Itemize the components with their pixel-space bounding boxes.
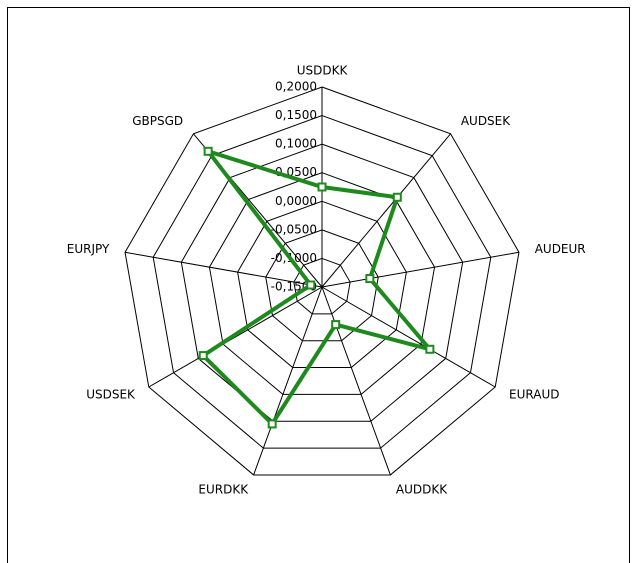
marker xyxy=(392,192,402,202)
category-label: AUDSEK xyxy=(461,114,511,128)
category-label: AUDDKK xyxy=(396,482,448,496)
spoke xyxy=(253,286,323,476)
category-label: EURAUD xyxy=(509,388,559,402)
spoke xyxy=(148,286,323,388)
grid-ring xyxy=(152,115,492,449)
y-tick-label: 0,2000 xyxy=(275,80,317,94)
grid-ring xyxy=(265,229,379,342)
category-label: GBPSGD xyxy=(132,114,183,128)
marker xyxy=(198,351,208,361)
spoke xyxy=(321,251,520,288)
spoke xyxy=(124,251,323,288)
marker xyxy=(365,274,375,284)
grid-ring xyxy=(208,172,436,395)
chart-frame xyxy=(7,7,630,563)
category-label: AUDEUR xyxy=(535,242,586,256)
category-label: USDSEK xyxy=(86,388,136,402)
marker xyxy=(317,182,327,192)
grid-ring xyxy=(293,257,351,315)
grid-ring xyxy=(180,143,464,422)
marker xyxy=(203,146,213,156)
category-label: EURJPY xyxy=(67,242,110,256)
series-line xyxy=(200,147,436,428)
grid-ring xyxy=(237,200,407,369)
marker xyxy=(331,320,341,330)
y-tick-label: 0,1000 xyxy=(275,137,317,151)
spoke xyxy=(321,286,496,388)
marker xyxy=(425,344,435,354)
category-label: USDDKK xyxy=(297,64,349,78)
spoke xyxy=(321,286,391,476)
category-label: EURDKK xyxy=(198,482,249,496)
y-tick-label: 0,0000 xyxy=(275,194,317,208)
y-tick-label: -0,0500 xyxy=(271,222,317,236)
y-tick-label: -0,1000 xyxy=(271,251,317,265)
grid-ring xyxy=(124,86,520,476)
spoke xyxy=(321,133,451,288)
marker xyxy=(306,280,316,290)
y-tick-label: 0,1500 xyxy=(275,108,317,122)
marker xyxy=(267,419,277,429)
